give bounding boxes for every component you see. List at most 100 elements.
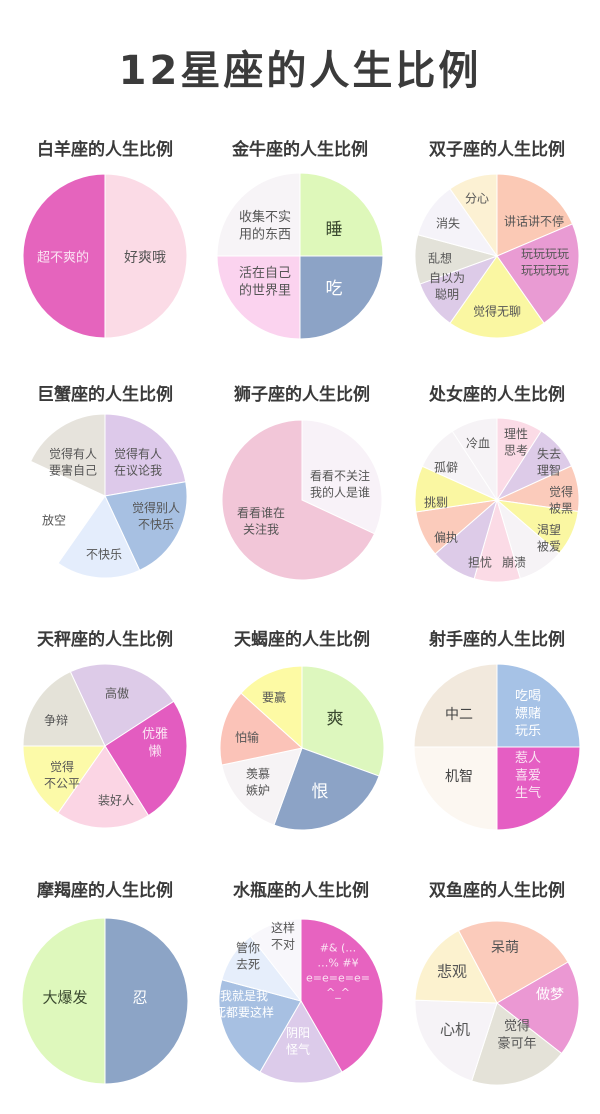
- slice-label: 死都要这样: [214, 1004, 274, 1019]
- slice-label: 不快乐: [138, 517, 174, 531]
- pie-slice: [300, 918, 384, 1073]
- pie-slice: [457, 920, 569, 1004]
- slice-label: 思考: [504, 443, 528, 457]
- pie-slice: [496, 961, 580, 1055]
- pie-slice: [57, 495, 141, 579]
- slice-label: 聪明: [435, 287, 459, 301]
- slice-label: 玩乐: [515, 724, 541, 739]
- pie-slice: [22, 173, 106, 339]
- pie-slice: [299, 172, 384, 257]
- slice-label: 管你: [236, 940, 260, 955]
- pie-slice: [249, 918, 302, 1003]
- pie-slice: [221, 419, 376, 581]
- slice-label: 懒: [148, 744, 161, 759]
- chart-title: 处女座的人生比例: [429, 385, 565, 405]
- slice-label: 消失: [436, 215, 460, 230]
- slice-label: 怕输: [235, 729, 259, 744]
- pie-slice: [301, 665, 385, 777]
- slice-label: ^_^: [326, 986, 350, 999]
- slice-label: 豪可年: [497, 1035, 536, 1051]
- slice-label: 放空: [42, 512, 66, 527]
- chart-title: 水瓶座的人生比例: [233, 881, 369, 901]
- pie-slice: [273, 747, 380, 831]
- pie-slice: [414, 929, 498, 1004]
- slice-label: 这样: [271, 920, 295, 935]
- slice-label: 玩玩玩玩: [521, 263, 569, 277]
- slice-label: 觉得: [50, 759, 74, 774]
- slice-label: e=e=e=e=: [306, 971, 370, 984]
- chart-title: 白羊座的人生比例: [37, 140, 173, 160]
- slice-label: 觉得无聊: [473, 303, 521, 318]
- pie-slice: [471, 1002, 563, 1086]
- slice-label: 做梦: [536, 987, 564, 1003]
- pie-slice: [104, 700, 188, 817]
- slice-label: 争辩: [44, 713, 68, 727]
- pie-slice: [104, 481, 188, 571]
- slice-label: 关注我: [243, 521, 279, 536]
- slice-label: 悲观: [437, 962, 467, 980]
- chart-title: 狮子座的人生比例: [234, 385, 370, 405]
- pie-slice: [449, 255, 545, 339]
- pie-slice: [299, 255, 384, 340]
- slice-label: 好爽哦: [124, 250, 166, 266]
- slice-label: 阴阳: [286, 1026, 310, 1040]
- pie-slice: [449, 173, 498, 258]
- slice-label: 中二: [445, 707, 473, 723]
- pie-slice: [259, 1000, 343, 1084]
- slice-label: 恨: [312, 782, 329, 802]
- slice-label: 冷血: [466, 436, 490, 450]
- slice-label: 渴望: [537, 523, 561, 537]
- pie-slice: [22, 671, 106, 747]
- slice-label: 自以为: [429, 271, 465, 285]
- pie-slice: [496, 746, 581, 831]
- slice-label: 高傲: [105, 685, 129, 700]
- slice-label: 被爱: [537, 539, 561, 553]
- pie-slice: [21, 917, 106, 1085]
- slice-label: 乱想: [428, 250, 452, 265]
- slice-label: 失去: [537, 446, 561, 461]
- slice-label: 看看不关注: [310, 468, 370, 483]
- pie-slice: [69, 663, 175, 747]
- slice-label: 用的东西: [239, 226, 291, 242]
- slice-label: 收集不实: [239, 209, 291, 225]
- slice-label: #& (…: [320, 942, 357, 955]
- pie-slice: [216, 255, 301, 340]
- chart-title: 双鱼座的人生比例: [429, 881, 565, 901]
- slice-label: 我的人是谁: [310, 484, 370, 499]
- slice-label: 觉得有人: [49, 446, 97, 461]
- slice-label: 惹人: [515, 751, 541, 766]
- slice-label: 担忧: [468, 555, 492, 569]
- slice-label: 不公平: [44, 776, 80, 790]
- pie-slice: [301, 419, 383, 535]
- page-title: 12星座的人生比例: [118, 48, 482, 94]
- slice-label: 的世界里: [239, 282, 291, 298]
- slice-label: 被黑: [549, 501, 573, 515]
- slice-label: 讲话讲不停: [504, 213, 564, 228]
- slice-label: 嫖赌: [515, 707, 541, 722]
- slice-label: 喜爱: [515, 769, 541, 784]
- slice-label: 怪气: [286, 1041, 310, 1056]
- pie-slice: [496, 223, 580, 324]
- chart-title: 天秤座的人生比例: [37, 630, 173, 650]
- slice-label: 偏执: [434, 529, 458, 544]
- pie-slice: [221, 747, 303, 826]
- pie-slice: [104, 917, 189, 1085]
- slice-label: 觉得有人: [114, 446, 162, 461]
- slice-label: 理智: [537, 462, 561, 477]
- pie-slice: [216, 172, 301, 257]
- slice-label: 分心: [465, 191, 489, 205]
- chart-title: 双子座的人生比例: [429, 140, 565, 160]
- pie-slice: [240, 665, 303, 750]
- slice-label: 觉得: [549, 484, 573, 499]
- slice-label: 超不爽的: [37, 250, 89, 266]
- pie-slice: [219, 692, 304, 766]
- pie-slice: [413, 746, 498, 831]
